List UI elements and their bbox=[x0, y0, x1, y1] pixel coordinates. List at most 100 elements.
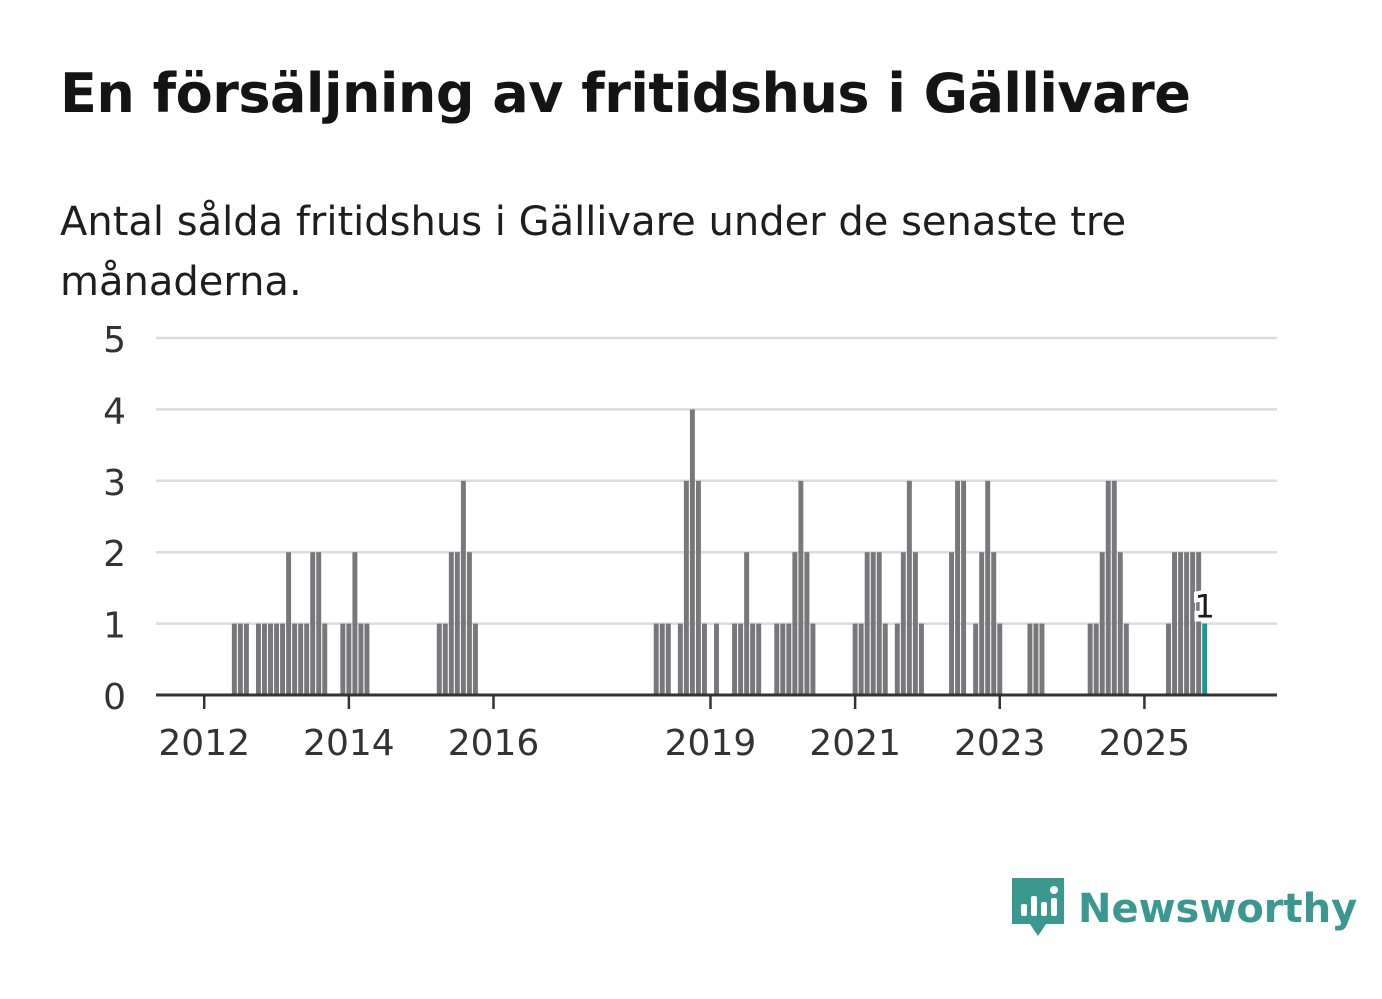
bar bbox=[973, 623, 979, 695]
x-tick-label: 2021 bbox=[809, 723, 901, 764]
bar bbox=[810, 623, 816, 695]
bars bbox=[231, 409, 1208, 695]
y-tick-label: 5 bbox=[103, 320, 126, 361]
bar bbox=[1111, 480, 1117, 695]
x-tick-label: 2019 bbox=[665, 723, 757, 764]
bar bbox=[1190, 552, 1196, 695]
y-tick-label: 3 bbox=[103, 463, 126, 504]
bar bbox=[442, 623, 448, 695]
newsworthy-logo-icon bbox=[1012, 878, 1064, 936]
bar bbox=[286, 552, 292, 695]
highlighted-bar bbox=[1202, 623, 1208, 695]
bar bbox=[262, 623, 267, 695]
bar bbox=[701, 623, 707, 695]
annotations: 1 bbox=[1190, 584, 1218, 630]
bar bbox=[786, 623, 792, 695]
bar bbox=[659, 623, 665, 695]
bar bbox=[358, 623, 364, 695]
bar bbox=[756, 623, 762, 695]
bar bbox=[316, 552, 322, 695]
bar bbox=[985, 480, 991, 695]
bar bbox=[1184, 552, 1190, 695]
bar bbox=[1172, 552, 1178, 695]
bar bbox=[852, 623, 858, 695]
bar bbox=[340, 623, 346, 695]
bar bbox=[436, 623, 442, 695]
bar bbox=[665, 623, 671, 695]
y-axis-ticks: 0 1 2 3 4 5 bbox=[103, 320, 126, 718]
chart-title: En försäljning av fritidshus i Gällivare bbox=[60, 62, 1191, 125]
x-tick-label: 2012 bbox=[158, 723, 250, 764]
bar bbox=[268, 623, 273, 695]
bar bbox=[1027, 623, 1033, 695]
x-axis: 2012 2014 2016 2019 2021 2023 2025 bbox=[156, 693, 1277, 764]
highlight-value-label: 1 bbox=[1194, 588, 1214, 626]
bar bbox=[955, 480, 961, 695]
bar bbox=[792, 552, 798, 695]
bar bbox=[298, 623, 304, 695]
bar bbox=[243, 623, 249, 695]
bar bbox=[695, 480, 701, 695]
bar bbox=[292, 623, 298, 695]
bar bbox=[991, 552, 997, 695]
bar bbox=[1039, 623, 1045, 695]
bar bbox=[352, 552, 358, 695]
y-tick-label: 4 bbox=[103, 391, 126, 432]
bar bbox=[274, 623, 280, 695]
bar bbox=[1196, 552, 1202, 695]
chart-subtitle: Antal sålda fritidshus i Gällivare under… bbox=[60, 199, 1127, 305]
y-tick-label: 1 bbox=[103, 606, 126, 647]
bar bbox=[918, 623, 924, 695]
bar bbox=[912, 552, 918, 695]
bar bbox=[997, 623, 1003, 695]
x-tick-label: 2025 bbox=[1099, 723, 1191, 764]
bar bbox=[255, 623, 261, 695]
newsworthy-brand: Newsworthy bbox=[1012, 878, 1357, 940]
bar bbox=[237, 623, 243, 695]
brand-name: Newsworthy bbox=[1078, 886, 1358, 932]
bar bbox=[804, 552, 810, 695]
bar bbox=[732, 623, 738, 695]
bar bbox=[1178, 552, 1184, 695]
bar bbox=[689, 409, 695, 695]
bar bbox=[310, 552, 316, 695]
bar bbox=[894, 623, 900, 695]
bar bbox=[979, 552, 985, 695]
bar bbox=[744, 552, 750, 695]
x-tick-label: 2023 bbox=[954, 723, 1046, 764]
bar bbox=[882, 623, 888, 695]
y-tick-label: 2 bbox=[103, 534, 126, 575]
bar bbox=[858, 623, 864, 695]
bar bbox=[1087, 623, 1093, 695]
bar bbox=[677, 623, 683, 695]
bar bbox=[1117, 552, 1123, 695]
bar bbox=[780, 623, 786, 695]
bar bbox=[900, 552, 906, 695]
bar bbox=[864, 552, 870, 695]
bar bbox=[870, 552, 876, 695]
bar bbox=[472, 623, 478, 695]
bar bbox=[322, 623, 328, 695]
y-tick-label: 0 bbox=[103, 677, 126, 718]
bar bbox=[906, 480, 912, 695]
bar bbox=[304, 623, 310, 695]
bar bbox=[798, 480, 804, 695]
bar bbox=[460, 480, 466, 695]
bar bbox=[961, 480, 967, 695]
bar bbox=[750, 623, 756, 695]
bar bbox=[466, 552, 472, 695]
x-tick-label: 2014 bbox=[303, 723, 395, 764]
bar bbox=[653, 623, 659, 695]
bar bbox=[1123, 623, 1129, 695]
bar bbox=[364, 623, 370, 695]
bar bbox=[1105, 480, 1111, 695]
bar bbox=[1033, 623, 1039, 695]
x-tick-label: 2016 bbox=[448, 723, 540, 764]
bar bbox=[949, 552, 955, 695]
bar bbox=[454, 552, 460, 695]
bar bbox=[1166, 623, 1171, 695]
bar bbox=[1099, 552, 1105, 695]
bar bbox=[280, 623, 286, 695]
bar bbox=[448, 552, 454, 695]
